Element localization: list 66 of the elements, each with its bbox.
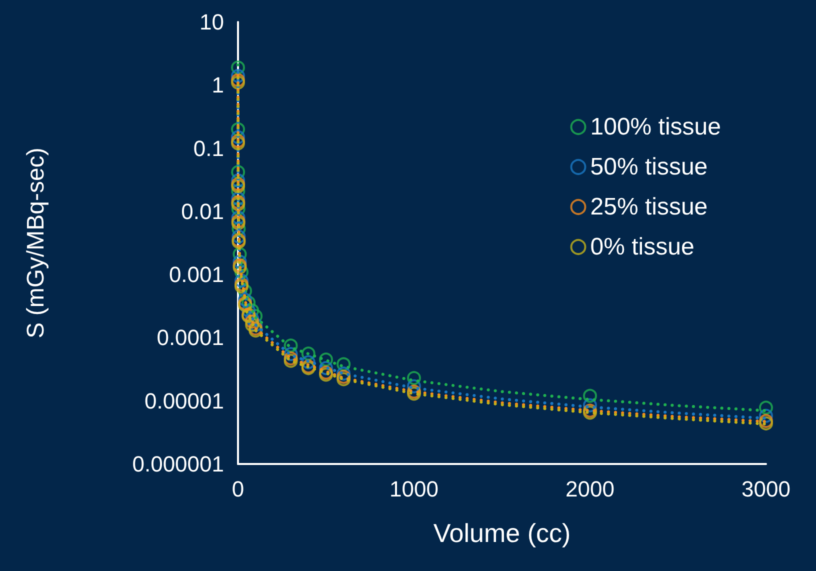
point (583, 388, 597, 403)
x-tick-label: 2000 (566, 476, 614, 502)
point (248, 321, 263, 336)
x-tick-label: 3000 (742, 476, 790, 502)
y-tick-label: 10 (200, 10, 224, 34)
legend-label: 50% tissue (590, 154, 708, 180)
point (319, 361, 333, 376)
legend-label: 100% tissue (590, 114, 722, 140)
point (759, 414, 773, 428)
point (231, 60, 245, 75)
point (407, 379, 421, 394)
point (234, 264, 249, 279)
y-tick-label: 0.0001 (156, 325, 224, 350)
point (336, 357, 351, 372)
point (231, 165, 246, 180)
point (242, 296, 256, 310)
point (231, 192, 246, 206)
point (248, 324, 263, 338)
point (232, 247, 247, 262)
point (301, 346, 316, 361)
point (231, 173, 246, 188)
point (231, 184, 246, 198)
point (284, 338, 298, 353)
point (759, 408, 773, 423)
point (238, 284, 252, 298)
point (583, 398, 597, 412)
point (231, 76, 245, 90)
point (231, 68, 245, 83)
y-tick-label: 0.000001 (132, 452, 224, 476)
point (231, 210, 246, 225)
point (759, 400, 773, 415)
x-tick-label: 0 (232, 476, 244, 502)
y-tick-label: 1 (212, 72, 224, 98)
y-axis-title: S (mGy/MBq-sec) (22, 148, 50, 338)
point (231, 122, 246, 136)
point (407, 371, 421, 386)
y-tick-label: 0.1 (193, 136, 224, 161)
point (284, 354, 298, 368)
point (319, 352, 333, 367)
point (231, 73, 245, 88)
x-axis-title: Volume (cc) (433, 518, 571, 548)
point (232, 230, 246, 244)
point (238, 292, 252, 307)
point (232, 254, 247, 269)
point (234, 274, 249, 288)
y-tick-label: 0.001 (168, 262, 224, 288)
point (245, 303, 260, 318)
point (248, 318, 263, 332)
point (284, 351, 298, 366)
point (284, 347, 298, 362)
legend-label: 25% tissue (590, 194, 708, 220)
point (336, 372, 351, 386)
point (301, 355, 316, 370)
y-tick-label: 0.00001 (144, 388, 224, 414)
point (245, 314, 260, 329)
point (232, 222, 246, 236)
legend-label: 0% tissue (590, 234, 694, 260)
point (759, 416, 773, 430)
point (231, 130, 246, 144)
y-tick-label: 0.01 (181, 198, 224, 224)
point (336, 366, 351, 381)
point (245, 318, 260, 332)
x-tick-label: 1000 (390, 476, 438, 502)
point (242, 303, 256, 318)
point (231, 202, 246, 216)
point (336, 370, 351, 384)
